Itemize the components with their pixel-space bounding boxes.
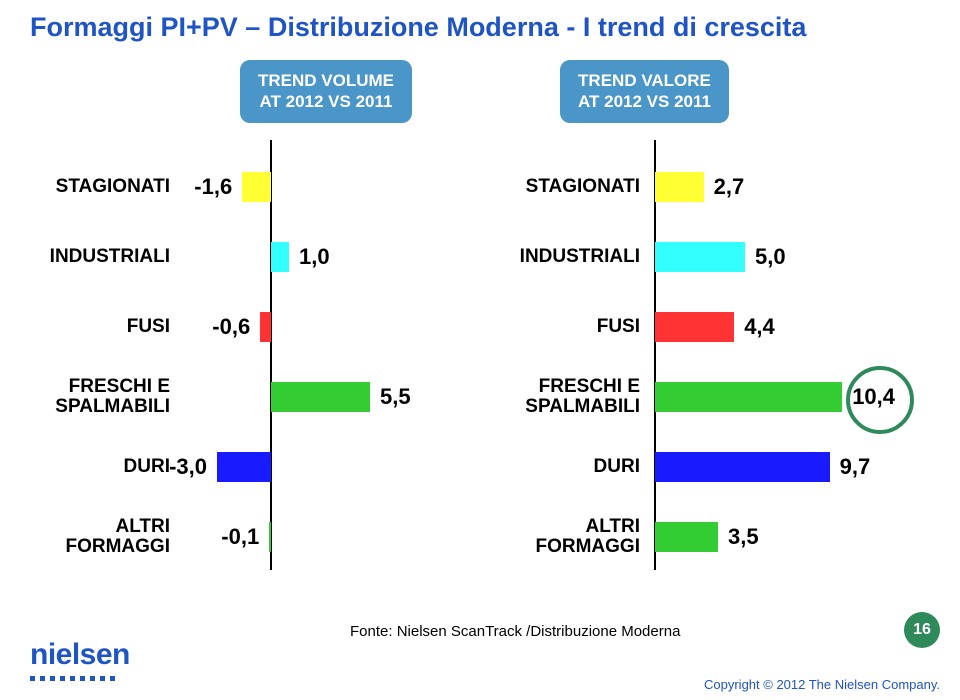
category-label-right: DURI [470,457,640,477]
value-label: -0,6 [212,314,250,340]
category-label-left: FRESCHI E SPALMABILI [0,377,170,417]
bar [655,452,830,482]
bar [655,522,718,552]
chart-row: ALTRI FORMAGGI ALTRI FORMAGGI -0,1 3,5 [0,515,960,559]
chart-row: FUSI FUSI -0,6 4,4 [0,305,960,349]
value-label: 4,4 [744,314,775,340]
highlight-circle [846,366,914,434]
chart-row: INDUSTRIALI INDUSTRIALI 1,0 5,0 [0,235,960,279]
value-label: 3,5 [728,524,759,550]
bar [655,312,734,342]
value-label: -3,0 [169,454,207,480]
page-number: 16 [904,612,940,648]
category-label-left: ALTRI FORMAGGI [0,517,170,557]
page-title: Formaggi PI+PV – Distribuzione Moderna -… [30,12,806,43]
value-label: 1,0 [299,244,330,270]
chart-row: STAGIONATI STAGIONATI -1,6 2,7 [0,165,960,209]
source-note: Fonte: Nielsen ScanTrack /Distribuzione … [350,623,680,640]
bar [655,172,704,202]
bar [260,312,271,342]
value-label: 2,7 [714,174,745,200]
logo-text: nielsen [30,638,130,672]
value-label: 5,5 [380,384,411,410]
bar [217,452,271,482]
value-label: 9,7 [840,454,871,480]
bar [271,242,289,272]
category-label-left: FUSI [0,317,170,337]
category-label-right: FRESCHI E SPALMABILI [470,377,640,417]
category-label-left: STAGIONATI [0,177,170,197]
copyright: Copyright © 2012 The Nielsen Company. [704,677,940,692]
bar [271,382,370,412]
chart-row: FRESCHI E SPALMABILI FRESCHI E SPALMABILI… [0,375,960,419]
category-label-right: STAGIONATI [470,177,640,197]
bar [242,172,271,202]
bar [655,382,842,412]
bar [655,242,745,272]
value-label: -1,6 [194,174,232,200]
category-label-right: FUSI [470,317,640,337]
pill-trend-valore: TREND VALORE AT 2012 VS 2011 [560,60,729,123]
category-label-left: DURI [0,457,170,477]
value-label: 5,0 [755,244,786,270]
bar [269,522,271,552]
category-label-right: INDUSTRIALI [470,247,640,267]
logo: nielsen [30,638,130,686]
category-label-right: ALTRI FORMAGGI [470,517,640,557]
chart-row: DURIDURI-3,09,7 [0,445,960,489]
pill-trend-volume: TREND VOLUME AT 2012 VS 2011 [240,60,412,123]
value-label: -0,1 [221,524,259,550]
category-label-left: INDUSTRIALI [0,247,170,267]
logo-dots [30,668,130,686]
